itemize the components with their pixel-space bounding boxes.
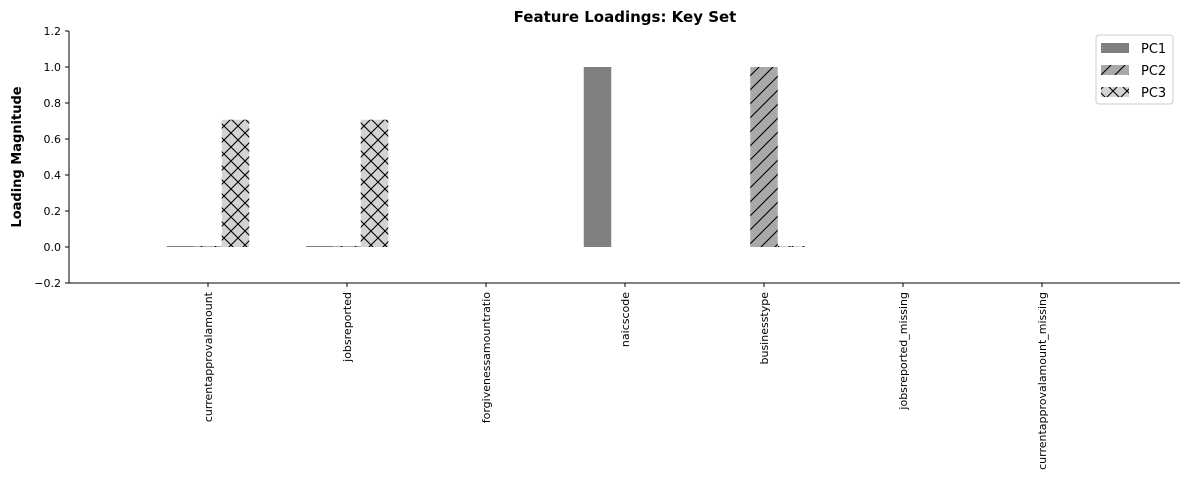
legend-item-pc2: PC2 <box>1101 64 1166 79</box>
y-axis-label: Loading Magnitude <box>10 86 25 227</box>
bar-fill <box>305 246 334 247</box>
x-tick-label-businesstype: businesstype <box>758 292 771 365</box>
bar-pc3-businesstype <box>777 246 806 247</box>
y-tick-label: 0.8 <box>44 97 62 110</box>
legend-swatch-hatch <box>1101 65 1129 75</box>
legend-label: PC3 <box>1141 86 1166 101</box>
y-tick-label: 0.4 <box>44 169 62 182</box>
y-tick-label: 0.2 <box>44 205 62 218</box>
y-tick-label: 0.6 <box>44 133 62 146</box>
x-tick-label-naicscode: naicscode <box>619 292 632 347</box>
bar-hatch <box>194 246 222 247</box>
legend: PC1 PC2 PC3 <box>1095 34 1174 105</box>
legend-item-pc1: PC1 <box>1101 42 1166 57</box>
legend-label: PC1 <box>1141 42 1166 57</box>
x-tick-label-jobsreported_missing: jobsreported_missing <box>897 292 910 411</box>
bars-layer <box>166 67 806 247</box>
y-tick-label: −0.2 <box>34 277 61 290</box>
bar-fill <box>583 67 612 247</box>
bar-pc1-jobsreported <box>305 246 334 247</box>
y-tick-label: 0.0 <box>44 241 62 254</box>
x-tick-label-forgivenessamountratio: forgivenessamountratio <box>480 292 493 424</box>
bar-hatch <box>333 246 361 247</box>
chart-title: Feature Loadings: Key Set <box>514 8 737 26</box>
bar-hatch <box>777 246 806 247</box>
bar-pc2-businesstype <box>750 67 778 247</box>
y-tick-label: 1.0 <box>44 61 62 74</box>
x-tick-label-currentapprovalamount: currentapprovalamount <box>202 291 215 422</box>
bar-pc3-currentapprovalamount <box>221 119 250 247</box>
ticks-layer: −0.2 0.0 0.2 0.4 0.6 0.8 1.0 1.2 currentapproval… <box>34 25 1049 470</box>
y-tick-label: 1.2 <box>44 25 62 38</box>
bar-pc1-currentapprovalamount <box>166 246 195 247</box>
bar-hatch <box>221 119 250 247</box>
x-tick-label-jobsreported: jobsreported <box>341 292 354 363</box>
legend-swatch <box>1101 43 1129 53</box>
bar-hatch <box>750 67 778 247</box>
x-tick-label-currentapprovalamount_missing: currentapprovalamount_missing <box>1036 292 1049 470</box>
legend-swatch-hatch <box>1101 87 1129 97</box>
bar-pc2-jobsreported <box>333 246 361 247</box>
bar-pc3-jobsreported <box>360 119 389 247</box>
legend-label: PC2 <box>1141 64 1166 79</box>
legend-item-pc3: PC3 <box>1101 86 1166 101</box>
bar-pc2-currentapprovalamount <box>194 246 222 247</box>
bar-fill <box>166 246 195 247</box>
bar-pc1-naicscode <box>583 67 612 247</box>
bar-hatch <box>360 119 389 247</box>
